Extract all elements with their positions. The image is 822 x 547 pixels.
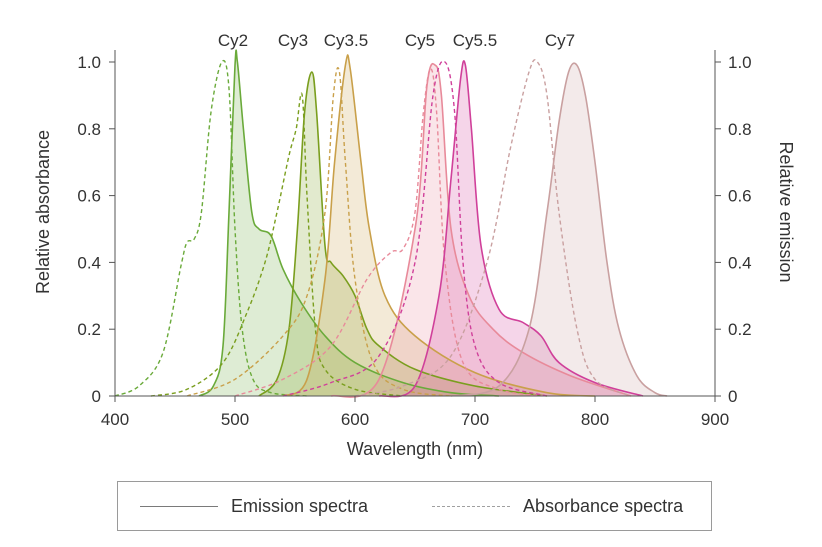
y-tick-label-left: 0.6 — [77, 187, 101, 206]
cy3-5-emission-line — [282, 54, 596, 397]
legend-item-absorbance: Absorbance spectra — [432, 482, 683, 530]
legend: Emission spectra Absorbance spectra — [117, 481, 712, 531]
y-tick-label-left: 0.4 — [77, 253, 101, 272]
x-tick-label: 900 — [701, 410, 729, 429]
cy3-label: Cy3 — [278, 31, 308, 50]
cy5-5-absorbance-line — [282, 60, 548, 397]
cy5-5-emission-line — [378, 60, 644, 398]
x-tick-label: 500 — [221, 410, 249, 429]
cy7-absorbance-line — [354, 59, 632, 397]
cy3-emission-fill — [259, 72, 547, 396]
y-tick-label-left: 0 — [92, 387, 101, 406]
cy5-emission-line — [330, 62, 632, 398]
y-tick-label-right: 0.6 — [728, 187, 752, 206]
y-tick-label-right: 0.4 — [728, 253, 752, 272]
dashed-line-swatch — [432, 505, 510, 507]
cy5-emission-fill — [331, 63, 631, 398]
legend-label-emission: Emission spectra — [231, 495, 369, 516]
cy7-emission-line — [450, 62, 668, 397]
x-tick-label: 700 — [461, 410, 489, 429]
cy3-5-absorbance-line — [186, 66, 452, 397]
cy3-absorbance-line — [150, 92, 404, 397]
cy2-label: Cy2 — [218, 31, 248, 50]
x-axis-label: Wavelength (nm) — [347, 439, 483, 459]
y-tick-label-right: 0.8 — [728, 120, 752, 139]
cy2-emission-fill — [199, 50, 499, 397]
cy3-emission-line — [258, 71, 548, 397]
y-tick-label-right: 0 — [728, 387, 737, 406]
legend-item-emission: Emission spectra — [140, 482, 368, 530]
cy7-label: Cy7 — [545, 31, 575, 50]
y-tick-label-right: 1.0 — [728, 53, 752, 72]
cy5-absorbance-line — [234, 67, 548, 397]
cy5-5-emission-fill — [379, 60, 643, 397]
y-tick-label-right: 0.2 — [728, 320, 752, 339]
y-tick-label-left: 0.2 — [77, 320, 101, 339]
cy5-5-label: Cy5.5 — [453, 31, 497, 50]
cy2-absorbance-line — [114, 59, 308, 397]
cy7-emission-fill — [451, 63, 667, 397]
y-axis-label-right: Relative emission — [776, 141, 796, 282]
y-tick-label-left: 1.0 — [77, 53, 101, 72]
cy2-emission-line — [198, 49, 500, 397]
y-axis-label-left: Relative absorbance — [33, 130, 53, 294]
solid-line-swatch — [140, 505, 218, 507]
x-tick-label: 400 — [101, 410, 129, 429]
cy5-label: Cy5 — [405, 31, 435, 50]
y-tick-label-left: 0.8 — [77, 120, 101, 139]
x-tick-label: 800 — [581, 410, 609, 429]
x-tick-label: 600 — [341, 410, 369, 429]
legend-label-absorbance: Absorbance spectra — [523, 495, 684, 516]
cy3-5-label: Cy3.5 — [324, 31, 368, 50]
